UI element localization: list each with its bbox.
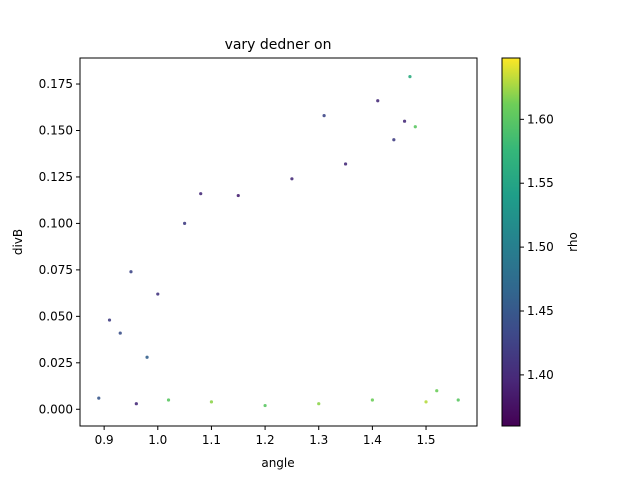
colorbar-label: rho [566,232,580,252]
y-tick-label: 0.000 [39,402,73,416]
colorbar-tick-label: 1.55 [527,176,554,190]
data-point [118,331,122,335]
data-point [402,119,407,123]
data-point [129,270,133,274]
data-point [156,292,160,296]
data-point [370,398,374,402]
data-point [408,74,412,79]
x-tick-label: 1.0 [148,433,167,447]
x-tick-label: 1.2 [256,433,275,447]
colorbar-tick-label: 1.60 [527,112,554,126]
x-tick-label: 1.4 [363,433,382,447]
colorbar-tick-label: 1.45 [527,304,554,318]
data-point [424,400,428,404]
x-tick-label: 0.9 [95,433,114,447]
x-tick-label: 1.1 [202,433,221,447]
x-tick-label: 1.5 [416,433,435,447]
data-point [343,162,348,166]
x-axis-ticks: 0.9 1.0 1.1 1.2 1.3 1.4 1.5 [95,426,436,447]
data-point [134,402,138,406]
data-point [290,177,294,181]
y-tick-label: 0.175 [39,77,73,91]
data-point [413,125,417,129]
colorbar-ticks: 1.40 1.45 1.50 1.55 1.60 [520,112,554,382]
data-point [209,400,214,404]
data-point [166,398,171,402]
y-tick-label: 0.075 [39,263,73,277]
data-point [435,389,439,393]
axes-frame [79,57,478,427]
colorbar-tick-label: 1.50 [527,240,554,254]
colorbar-tick-label: 1.40 [527,368,554,382]
data-point [199,192,203,196]
y-tick-label: 0.025 [39,356,73,370]
x-axis-label: angle [261,456,294,470]
y-tick-label: 0.125 [39,170,73,184]
y-tick-label: 0.150 [39,123,73,137]
y-axis-label: divB [11,229,25,255]
chart-title: vary dedner on [225,37,332,53]
data-point [97,396,101,400]
x-tick-label: 1.3 [309,433,328,447]
data-point [145,355,149,359]
data-point [376,99,380,103]
data-point [183,221,187,226]
colorbar [501,57,521,427]
data-point [322,114,326,118]
y-axis-ticks: 0.000 0.025 0.050 0.075 0.100 0.125 0.150 0.175 [39,77,80,416]
data-point [317,402,321,406]
data-point [236,193,240,198]
plot-area [97,74,460,408]
data-point [107,318,112,322]
data-point [456,398,460,402]
data-point [263,403,267,408]
y-tick-label: 0.100 [39,216,73,230]
y-tick-label: 0.050 [39,309,73,323]
data-point [392,138,396,142]
